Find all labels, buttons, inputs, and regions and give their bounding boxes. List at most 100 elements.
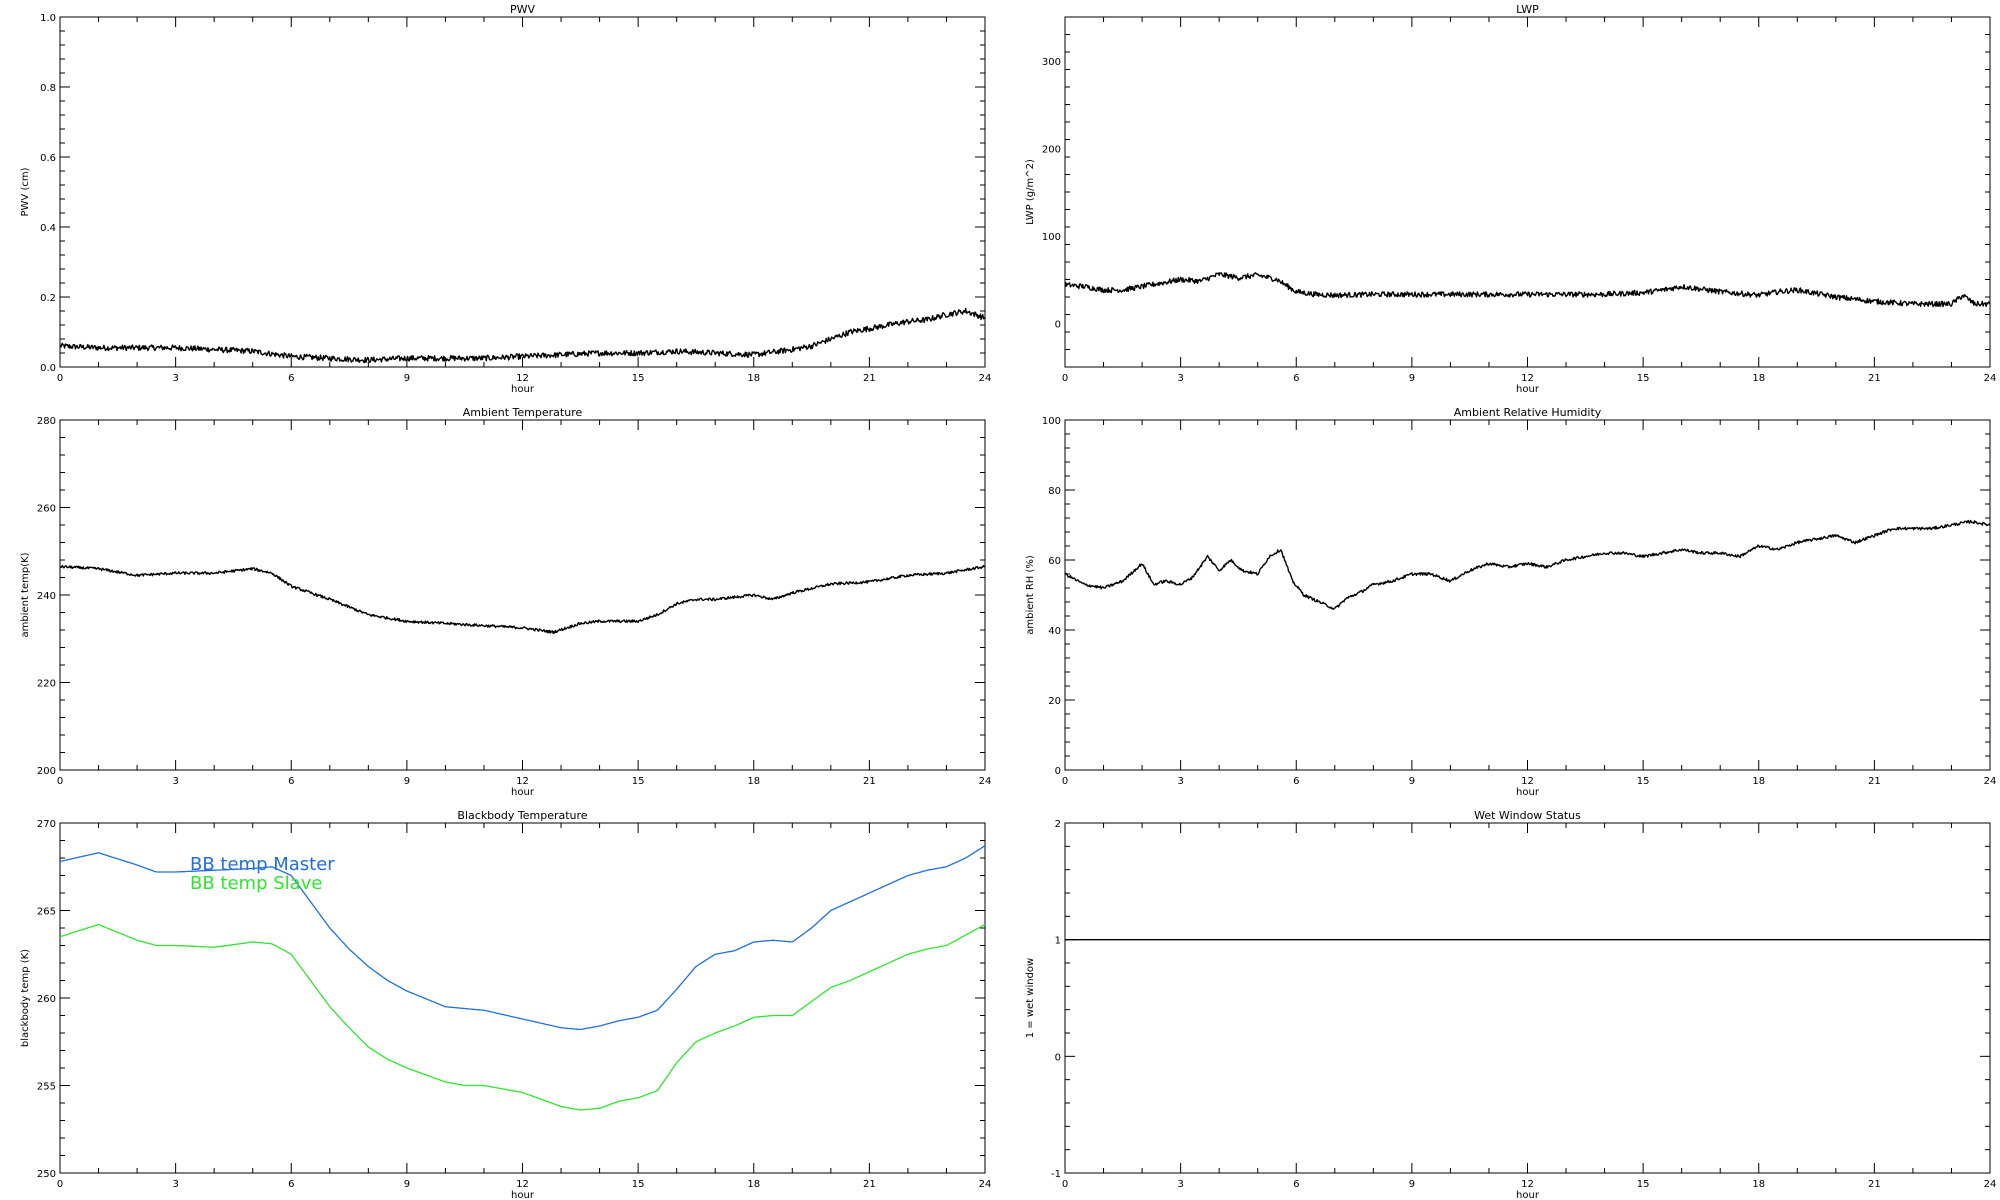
- x-tick-label: 0: [1062, 1179, 1068, 1190]
- series-line-ambient_temp: [60, 564, 985, 635]
- y-tick-label: 100: [1042, 232, 1061, 243]
- plot-frame: [1064, 419, 1991, 771]
- chart-title: LWP: [1516, 3, 1539, 16]
- chart-title: Ambient Relative Humidity: [1454, 406, 1602, 419]
- x-tick-label: 24: [1984, 373, 1997, 384]
- x-tick-label: 21: [1868, 1179, 1881, 1190]
- plot-frame: [1064, 16, 1991, 368]
- x-tick-label: 6: [288, 776, 294, 787]
- x-axis-label: hour: [511, 1190, 535, 1200]
- plot-frame: [59, 16, 986, 368]
- y-tick-label: 0.6: [40, 153, 56, 164]
- x-tick-label: 21: [863, 373, 876, 384]
- y-tick-label: 200: [37, 766, 56, 777]
- y-tick-label: 240: [37, 591, 56, 602]
- series-line-ambient_rh: [1065, 519, 1990, 610]
- y-tick-label: 100: [1042, 416, 1061, 427]
- y-tick-label: 1.0: [40, 13, 56, 24]
- x-tick-label: 12: [516, 373, 529, 384]
- x-tick-label: 9: [1409, 1179, 1415, 1190]
- y-tick-label: 0: [1055, 1052, 1061, 1063]
- x-tick-label: 9: [1409, 373, 1415, 384]
- y-tick-label: 20: [1048, 696, 1061, 707]
- chart-title: Blackbody Temperature: [457, 809, 587, 822]
- x-tick-label: 12: [1521, 373, 1534, 384]
- chart-title: PWV: [510, 3, 536, 16]
- x-tick-label: 18: [747, 1179, 760, 1190]
- x-tick-label: 18: [1752, 776, 1765, 787]
- y-tick-label: 250: [37, 1169, 56, 1180]
- x-tick-label: 24: [979, 1179, 992, 1190]
- y-tick-label: 80: [1048, 486, 1061, 497]
- x-tick-label: 21: [863, 1179, 876, 1190]
- legend-entry: BB temp Master: [190, 854, 335, 875]
- x-tick-label: 0: [1062, 373, 1068, 384]
- y-tick-label: 0.0: [40, 363, 56, 374]
- x-tick-label: 0: [57, 1179, 63, 1190]
- x-tick-label: 0: [57, 373, 63, 384]
- series-line-pwv: [60, 307, 985, 364]
- x-tick-label: 9: [404, 373, 410, 384]
- series-line-lwp: [1065, 272, 1990, 308]
- x-tick-label: 15: [632, 1179, 645, 1190]
- x-tick-label: 3: [172, 776, 178, 787]
- x-axis-label: hour: [1516, 384, 1540, 395]
- y-tick-label: -1: [1051, 1169, 1061, 1180]
- x-tick-label: 21: [1868, 776, 1881, 787]
- y-tick-label: 280: [37, 416, 56, 427]
- x-tick-label: 24: [979, 776, 992, 787]
- x-tick-label: 12: [516, 776, 529, 787]
- x-tick-label: 3: [172, 373, 178, 384]
- y-tick-label: 0: [1055, 766, 1061, 777]
- x-tick-label: 9: [1409, 776, 1415, 787]
- y-tick-label: 260: [37, 504, 56, 515]
- x-tick-label: 15: [632, 373, 645, 384]
- y-tick-label: 0.8: [40, 83, 56, 94]
- y-tick-label: 300: [1042, 57, 1061, 68]
- x-tick-label: 24: [979, 373, 992, 384]
- x-tick-label: 6: [288, 1179, 294, 1190]
- chart-panel-bb_temp: 0 3 6 9 12 15 18 21 24 250 255 260 265 270 Blackbody T…: [20, 809, 991, 1200]
- x-tick-label: 6: [1293, 776, 1299, 787]
- chart-panel-ambient_rh: 0 3 6 9 12 15 18 21 24 0 20 40 60 80 100 Ambient Relati…: [1025, 406, 1996, 798]
- x-tick-label: 3: [1177, 373, 1183, 384]
- x-tick-label: 0: [57, 776, 63, 787]
- x-tick-label: 18: [747, 776, 760, 787]
- x-tick-label: 12: [1521, 776, 1534, 787]
- legend-entry: BB temp Slave: [190, 873, 322, 894]
- x-tick-label: 18: [1752, 373, 1765, 384]
- y-tick-label: 0: [1055, 319, 1061, 330]
- series-line-bb-temp-master: [60, 845, 985, 1031]
- y-tick-label: 40: [1048, 626, 1061, 637]
- y-axis-label: PWV (cm): [20, 167, 31, 216]
- x-tick-label: 6: [1293, 1179, 1299, 1190]
- x-axis-label: hour: [1516, 787, 1540, 798]
- x-tick-label: 15: [1637, 1179, 1650, 1190]
- y-tick-label: 1: [1055, 936, 1061, 947]
- y-tick-label: 220: [37, 679, 56, 690]
- y-axis-label: blackbody temp (K): [20, 949, 31, 1047]
- series-line-bb-temp-slave: [60, 923, 985, 1111]
- y-tick-label: 255: [37, 1082, 56, 1093]
- chart-title: Wet Window Status: [1474, 809, 1581, 822]
- x-tick-label: 21: [1868, 373, 1881, 384]
- x-tick-label: 12: [1521, 1179, 1534, 1190]
- y-tick-label: 270: [37, 819, 56, 830]
- x-tick-label: 21: [863, 776, 876, 787]
- chart-panel-ambient_temp: 0 3 6 9 12 15 18 21 24 200 220 240 260 280 Ambient Tem…: [20, 406, 991, 798]
- x-axis-label: hour: [511, 384, 535, 395]
- y-axis-label: LWP (g/m^2): [1025, 159, 1036, 225]
- y-tick-label: 0.4: [40, 223, 56, 234]
- chart-panel-lwp: 0 3 6 9 12 15 18 21 24 0 100 200 300 LWP hour LWP (g/m^…: [1025, 3, 1996, 395]
- x-tick-label: 24: [1984, 776, 1997, 787]
- x-axis-label: hour: [511, 787, 535, 798]
- y-axis-label: ambient temp(K): [20, 552, 31, 637]
- plot-frame: [1064, 822, 1991, 1174]
- plot-frame: [59, 419, 986, 771]
- y-tick-label: 60: [1048, 556, 1061, 567]
- x-tick-label: 18: [1752, 1179, 1765, 1190]
- y-tick-label: 265: [37, 907, 56, 918]
- x-tick-label: 12: [516, 1179, 529, 1190]
- x-tick-label: 18: [747, 373, 760, 384]
